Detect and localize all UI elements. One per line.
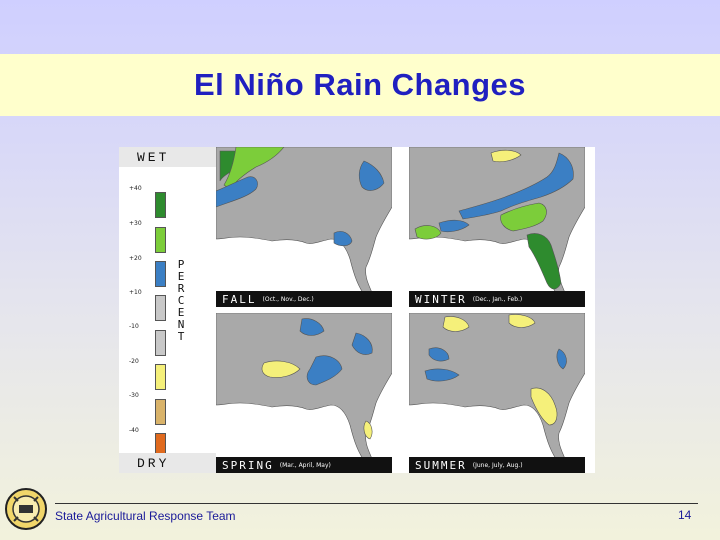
page-number: 14 [678,508,692,522]
footer-organization: State Agricultural Response Team [55,509,236,523]
legend-swatch [155,399,166,425]
legend-dry-label: DRY [119,453,216,473]
legend-swatch [155,364,166,390]
fall-wet-area [223,147,285,190]
season-months: (June, July, Aug.) [472,461,523,469]
spring-wet-area [351,332,373,355]
summer-wet-area [424,368,460,382]
axis-letter: N [177,318,185,331]
legend-tick: +40 [129,185,142,192]
legend-tick: -40 [129,427,139,434]
fall-wet-area [358,160,385,191]
fall-wet-area [216,176,258,208]
axis-letter: E [177,306,185,319]
panel-label: FALL (Oct., Nov., Dec.) [216,291,392,307]
map-summer [409,313,585,464]
southeast-land [409,313,585,464]
summer-wet-area [556,348,567,370]
summer-dry-area [508,314,536,328]
winter-wet-area [458,152,574,220]
winter-dry-area [490,149,522,163]
map-panel-summer: SUMMER (June, July, Aug.) [409,313,585,473]
panel-label: SPRING (Mar., April, May) [216,457,392,473]
legend-tick: +10 [129,289,142,296]
southeast-land [216,147,392,298]
season-name: SPRING [222,458,274,472]
winter-wet-area [438,219,470,233]
season-name: FALL [222,292,257,306]
winter-wet-area [526,233,562,290]
legend-tick: -10 [129,323,139,330]
legend-tick: +30 [129,220,142,227]
summer-dry-area [442,316,470,332]
spring-dry-area [363,420,373,440]
slide-title: El Niño Rain Changes [193,67,527,102]
panel-label: WINTER (Dec., Jan., Feb.) [409,291,585,307]
rain-change-figure: WET +40 +30 +20 +10 -10 -20 -30 -40 P E … [119,147,595,473]
spring-wet-area [306,355,343,386]
season-months: (Oct., Nov., Dec.) [262,295,314,303]
legend-swatch [155,295,166,321]
legend-tick: +20 [129,255,142,262]
map-spring [216,313,392,464]
map-fall [216,147,392,298]
map-winter [409,147,585,298]
legend-wet-label: WET [119,147,216,167]
season-months: (Dec., Jan., Feb.) [472,295,523,303]
winter-wet-area [500,202,547,232]
percent-legend: WET +40 +30 +20 +10 -10 -20 -30 -40 P E … [119,147,216,473]
season-name: SUMMER [415,458,467,472]
axis-letter: T [177,330,185,343]
legend-swatch [155,192,166,218]
map-panel-winter: WINTER (Dec., Jan., Feb.) [409,147,585,307]
legend-swatch [155,330,166,356]
title-band: El Niño Rain Changes [0,54,720,116]
map-panel-spring: SPRING (Mar., April, May) [216,313,392,473]
axis-letter: R [177,282,185,295]
fall-wet-area [333,231,353,247]
footer-divider [55,503,698,504]
spring-dry-area [261,360,301,378]
legend-swatch [155,261,166,287]
axis-letter: E [177,270,185,283]
legend-axis-letters: P E R C E N T [175,259,187,343]
spring-wet-area [299,318,325,336]
legend-tick: -20 [129,358,139,365]
axis-letter: C [177,294,185,307]
winter-wet-area [414,225,442,240]
summer-wet-area [428,347,450,362]
southeast-land [216,313,392,464]
legend-tick: -30 [129,392,139,399]
map-panel-fall: FALL (Oct., Nov., Dec.) [216,147,392,307]
sart-seal-icon [5,488,47,530]
legend-swatch [155,227,166,253]
panel-label: SUMMER (June, July, Aug.) [409,457,585,473]
axis-letter: P [177,258,185,271]
season-name: WINTER [415,292,467,306]
summer-dry-area [530,387,558,426]
season-months: (Mar., April, May) [279,461,331,469]
